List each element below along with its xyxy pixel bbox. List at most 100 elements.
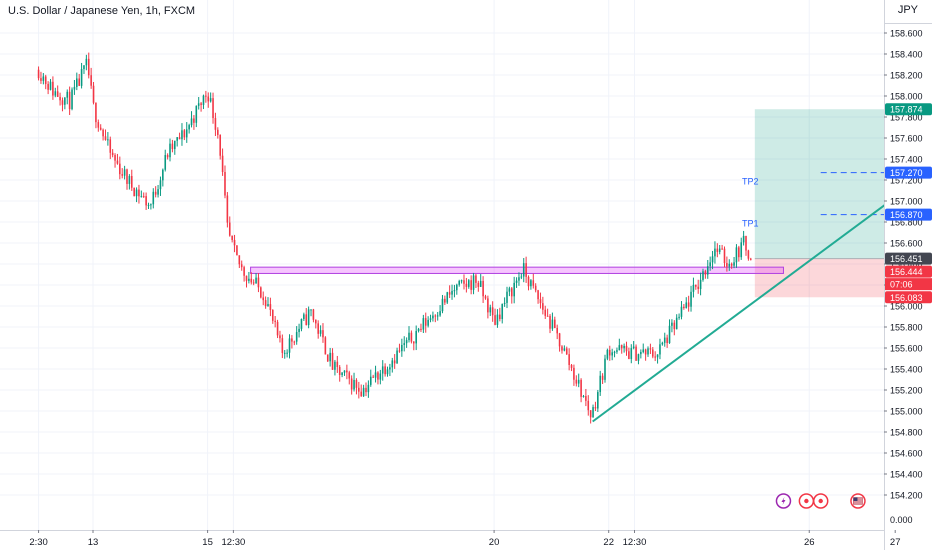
- price-tag[interactable]: 157.874: [885, 103, 932, 116]
- candle-body: [568, 354, 570, 365]
- candle-body: [510, 288, 513, 297]
- candle-body: [642, 349, 645, 352]
- candle-body: [322, 330, 324, 338]
- candle-body: [42, 76, 45, 81]
- price-tag[interactable]: 156.451: [885, 252, 932, 265]
- y-tick-label: 155.400: [890, 365, 923, 375]
- candle-body: [111, 152, 114, 156]
- candle-body: [716, 248, 719, 252]
- candle-body: [269, 304, 272, 311]
- candle-body: [742, 235, 745, 243]
- candle-body: [355, 379, 358, 388]
- candle-body: [690, 291, 692, 307]
- candle-body: [185, 129, 188, 138]
- candle-body: [714, 248, 716, 257]
- y-tick-label: 154.600: [890, 449, 923, 459]
- y-tick-label: 155.800: [890, 323, 923, 333]
- candle-body: [718, 248, 721, 252]
- candle-body: [587, 400, 590, 411]
- candle-body: [441, 298, 444, 312]
- candle-body: [620, 345, 623, 349]
- candle-body: [723, 248, 726, 264]
- candle-body: [279, 335, 281, 339]
- candle-body: [183, 130, 186, 138]
- candle-body: [487, 298, 489, 313]
- candle-body: [479, 280, 482, 287]
- candle-body: [348, 372, 351, 379]
- price-tag[interactable]: 156.870: [885, 208, 932, 221]
- candle-body: [580, 379, 582, 397]
- candle-body: [104, 136, 107, 140]
- candle-body: [506, 291, 508, 303]
- price-tag-label: 157.270: [890, 168, 923, 178]
- candle-body: [604, 358, 606, 380]
- candle-body: [37, 69, 40, 79]
- candle-body: [456, 284, 458, 291]
- candle-body: [573, 367, 575, 380]
- candle-body: [582, 396, 585, 398]
- time-axis-background[interactable]: [0, 530, 884, 550]
- price-tag-label: 156.451: [890, 254, 923, 264]
- candle-body: [181, 130, 183, 140]
- candle-body: [542, 303, 544, 310]
- candle-body: [145, 196, 147, 206]
- y-bottom-label: 0.000: [890, 515, 913, 525]
- candle-body: [384, 366, 386, 375]
- candle-body: [102, 129, 104, 137]
- candle-body: [68, 91, 71, 110]
- candle-body: [644, 349, 647, 355]
- price-tag[interactable]: 157.270: [885, 166, 932, 179]
- candle-body: [577, 379, 580, 384]
- candle-body: [305, 314, 308, 326]
- candle-body: [448, 292, 451, 295]
- events-layer[interactable]: [775, 493, 932, 509]
- candle-body: [561, 346, 563, 351]
- event-marker-lightning[interactable]: [775, 493, 792, 509]
- candle-body: [226, 195, 229, 223]
- candle-body: [554, 319, 556, 328]
- candle-body: [130, 176, 133, 188]
- event-marker-dot[interactable]: [798, 493, 815, 509]
- candle-body: [312, 309, 315, 320]
- candle-body: [532, 280, 535, 286]
- candle-body: [527, 276, 530, 287]
- candle-body: [496, 314, 499, 325]
- candle-body: [747, 250, 750, 259]
- candle-body: [408, 332, 410, 341]
- y-tick-label: 156.800: [890, 218, 923, 228]
- y-tick-label: 158.000: [890, 92, 923, 102]
- y-tick-label: 157.600: [890, 134, 923, 144]
- candle-body: [422, 318, 425, 330]
- candle-body: [695, 284, 697, 287]
- candle-body: [585, 396, 587, 401]
- candle-body: [324, 337, 327, 355]
- candle-body: [706, 266, 709, 275]
- candle-body: [367, 384, 370, 393]
- candle-body: [173, 140, 176, 150]
- candle-body: [99, 127, 102, 130]
- event-marker-dot[interactable]: [812, 493, 829, 509]
- price-tag[interactable]: 156.444: [885, 265, 932, 278]
- y-tick-label: 156.000: [890, 302, 923, 312]
- currency-badge[interactable]: JPY: [897, 4, 918, 16]
- price-tag[interactable]: 156.083: [885, 291, 932, 304]
- candle-body: [353, 379, 355, 390]
- candle-body: [551, 319, 554, 329]
- candle-body: [618, 345, 621, 351]
- event-marker-flag[interactable]: [850, 493, 866, 509]
- candle-body: [711, 256, 714, 263]
- candle-body: [458, 281, 461, 285]
- candle-body: [365, 387, 367, 393]
- candle-body: [221, 155, 224, 172]
- candle-body: [637, 354, 640, 361]
- candle-body: [166, 155, 169, 158]
- candle-body: [659, 344, 661, 355]
- support-range-box[interactable]: [250, 266, 784, 274]
- candle-body: [513, 282, 515, 297]
- candle-body: [654, 356, 656, 358]
- take-profit-label: TP2: [742, 177, 759, 187]
- candle-body: [668, 325, 671, 344]
